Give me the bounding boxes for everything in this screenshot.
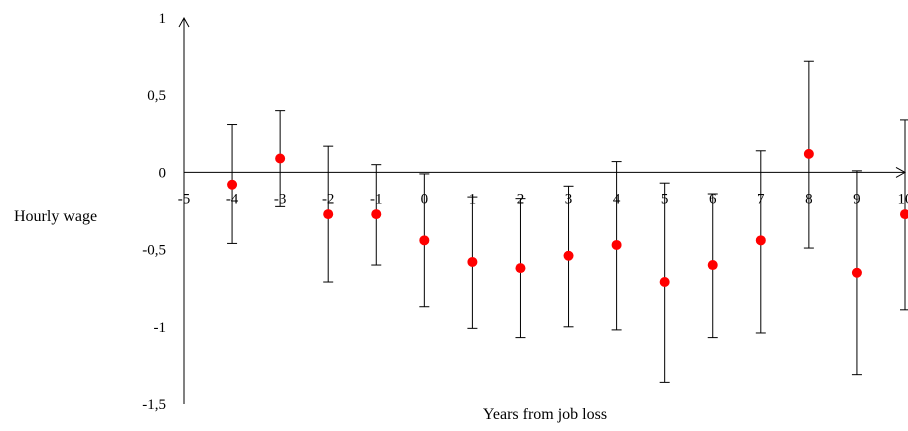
y-axis-label: Hourly wage xyxy=(14,208,97,225)
y-tick-label: -0,5 xyxy=(142,243,166,259)
x-tick-label: 10 xyxy=(898,191,908,207)
y-tick-label: 0,5 xyxy=(147,88,166,104)
y-tick-label: -1,5 xyxy=(142,397,166,413)
data-point xyxy=(755,235,766,246)
data-point xyxy=(851,267,862,278)
data-point xyxy=(563,250,574,261)
data-point xyxy=(371,209,382,220)
data-point xyxy=(419,235,430,246)
x-axis xyxy=(184,166,907,178)
x-tick-labels: -5-4-3-2-1012345678910 xyxy=(178,191,908,207)
data-point xyxy=(900,209,908,220)
y-tick-label: 0 xyxy=(159,165,167,181)
data-point xyxy=(803,148,814,159)
data-point xyxy=(515,263,526,274)
data-points xyxy=(227,148,908,288)
data-point xyxy=(707,260,718,271)
y-tick-labels: 1 0,5 0 -0,5 -1 -1,5 xyxy=(142,11,166,413)
data-point xyxy=(467,256,478,267)
y-axis xyxy=(178,16,190,404)
x-axis-label: Years from job loss xyxy=(483,406,607,423)
data-point xyxy=(323,209,334,220)
x-tick-label: -5 xyxy=(178,191,191,207)
data-point xyxy=(659,277,670,288)
data-point xyxy=(275,153,286,164)
y-tick-label: -1 xyxy=(154,320,167,336)
data-point xyxy=(227,179,238,190)
data-point xyxy=(611,239,622,250)
y-axis-arrow xyxy=(178,16,190,28)
error-bars xyxy=(227,60,908,383)
y-tick-label: 1 xyxy=(159,11,167,27)
